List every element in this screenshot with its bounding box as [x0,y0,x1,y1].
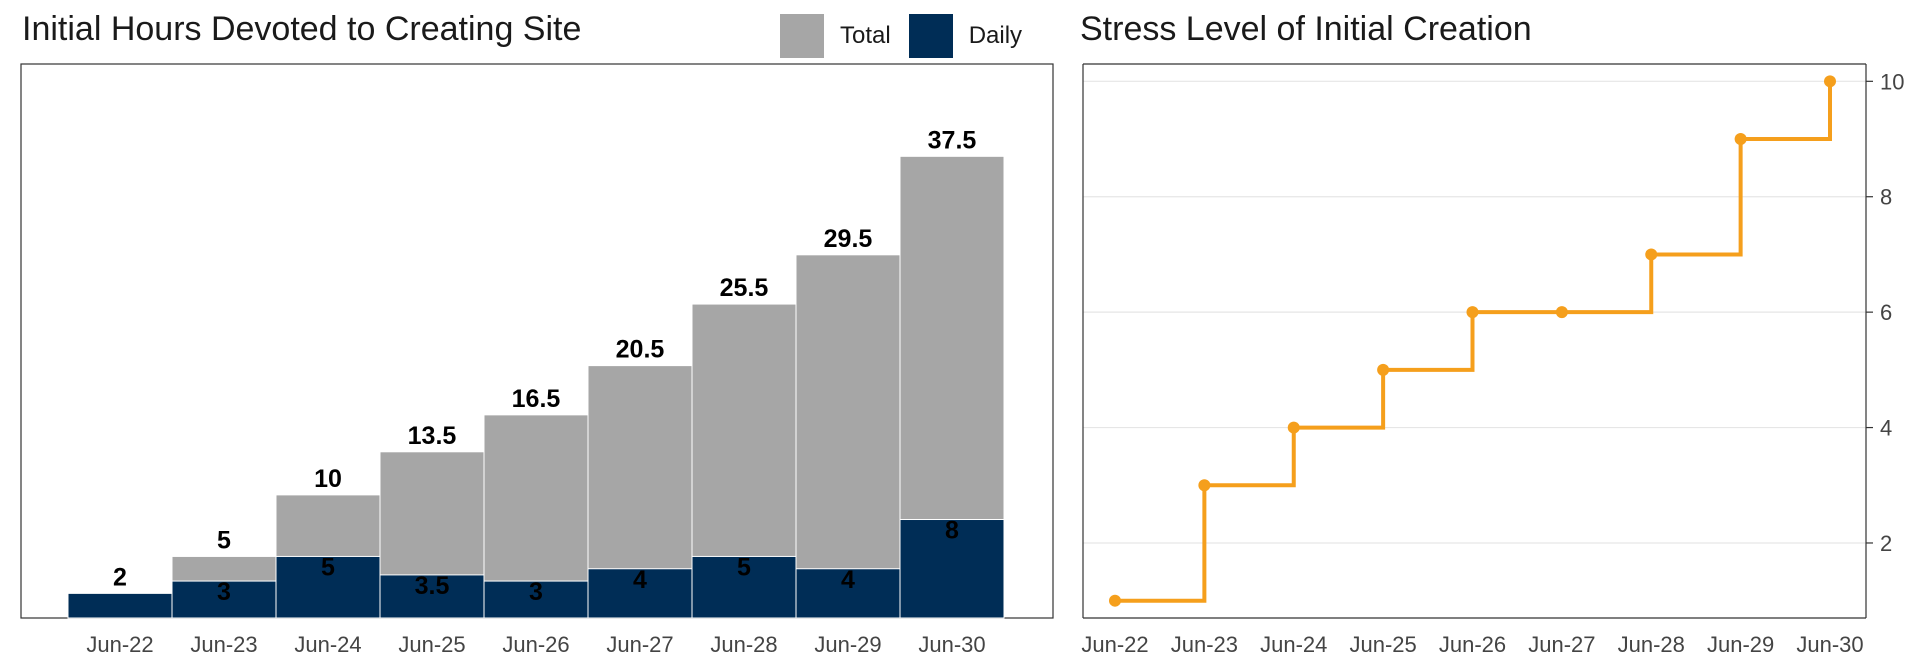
daily-label-Jun-29: 4 [841,566,855,594]
stress-point-Jun-30 [1824,75,1836,88]
x-tick-label-stress-Jun-22: Jun-22 [1081,632,1148,657]
total-label-Jun-26: 16.5 [512,385,561,413]
daily-label-Jun-24: 5 [321,553,335,581]
stress-point-Jun-23 [1198,479,1211,492]
total-label-Jun-23: 5 [217,526,231,554]
total-label-Jun-24: 10 [314,465,342,493]
stress-y-tick-label-10: 10 [1880,69,1904,94]
x-tick-label-hours-Jun-30: Jun-30 [918,632,985,657]
x-tick-label-hours-Jun-27: Jun-27 [606,632,673,657]
total-label-Jun-29: 29.5 [824,225,873,253]
x-tick-label-hours-Jun-22: Jun-22 [86,632,153,657]
x-tick-label-hours-Jun-29: Jun-29 [814,632,881,657]
bar-daily-Jun-23 [171,580,277,619]
bar-total-Jun-29 [795,254,901,619]
total-label-Jun-27: 20.5 [616,336,665,364]
legend-label-total: Total [840,22,891,49]
total-label-Jun-25: 13.5 [408,422,457,450]
x-tick-label-stress-Jun-24: Jun-24 [1260,632,1327,657]
total-label-Jun-28: 25.5 [720,274,769,302]
stress-step-line [1115,81,1832,603]
x-tick-label-hours-Jun-23: Jun-23 [190,632,257,657]
stress-point-Jun-27 [1555,306,1568,319]
bar-daily-Jun-26 [483,580,589,619]
daily-label-Jun-30: 8 [945,517,959,545]
stress-y-tick-label-4: 4 [1880,416,1892,441]
stress-chart-title: Stress Level of Initial Creation [1080,10,1532,48]
x-tick-label-stress-Jun-29: Jun-29 [1707,632,1774,657]
legend-swatch-daily [908,14,953,58]
x-tick-label-stress-Jun-30: Jun-30 [1796,632,1863,657]
bar-daily-Jun-28 [691,555,797,619]
x-tick-label-stress-Jun-27: Jun-27 [1528,632,1595,657]
x-tick-label-hours-Jun-28: Jun-28 [710,632,777,657]
bar-daily-Jun-22 [67,592,173,619]
total-label-Jun-30: 37.5 [928,126,977,154]
daily-label-Jun-27: 4 [633,566,647,594]
x-tick-label-hours-Jun-24: Jun-24 [294,632,361,657]
x-tick-label-stress-Jun-28: Jun-28 [1618,632,1685,657]
stress-point-Jun-28 [1645,248,1658,261]
stress-point-Jun-22 [1109,594,1121,607]
daily-label-Jun-23: 3 [217,578,231,606]
stress-y-tick-label-6: 6 [1880,300,1892,325]
bar-daily-Jun-24 [275,555,381,619]
bar-daily-Jun-30 [899,519,1005,619]
x-tick-label-hours-Jun-25: Jun-25 [398,632,465,657]
daily-label-Jun-28: 5 [737,553,751,581]
stress-point-Jun-29 [1734,133,1747,146]
stress-point-Jun-24 [1287,421,1300,434]
stress-y-tick-label-8: 8 [1880,185,1892,210]
legend-label-daily: Daily [968,22,1023,49]
stress-point-Jun-26 [1466,306,1479,319]
hours-legend: Total Daily [780,14,1040,58]
x-tick-label-stress-Jun-25: Jun-25 [1349,632,1416,657]
stress-y-tick-label-2: 2 [1880,531,1892,556]
bar-daily-Jun-29 [795,568,901,619]
x-tick-label-stress-Jun-23: Jun-23 [1171,632,1238,657]
daily-label-Jun-26: 3 [529,578,543,606]
stress-point-Jun-25 [1377,363,1390,376]
daily-label-Jun-22: 2 [113,563,127,591]
daily-label-Jun-25: 3.5 [415,572,450,600]
x-tick-label-hours-Jun-26: Jun-26 [502,632,569,657]
hours-chart-title: Initial Hours Devoted to Creating Site [22,10,582,48]
legend-swatch-total [780,14,824,58]
x-tick-label-stress-Jun-26: Jun-26 [1439,632,1506,657]
bar-daily-Jun-27 [587,568,693,619]
